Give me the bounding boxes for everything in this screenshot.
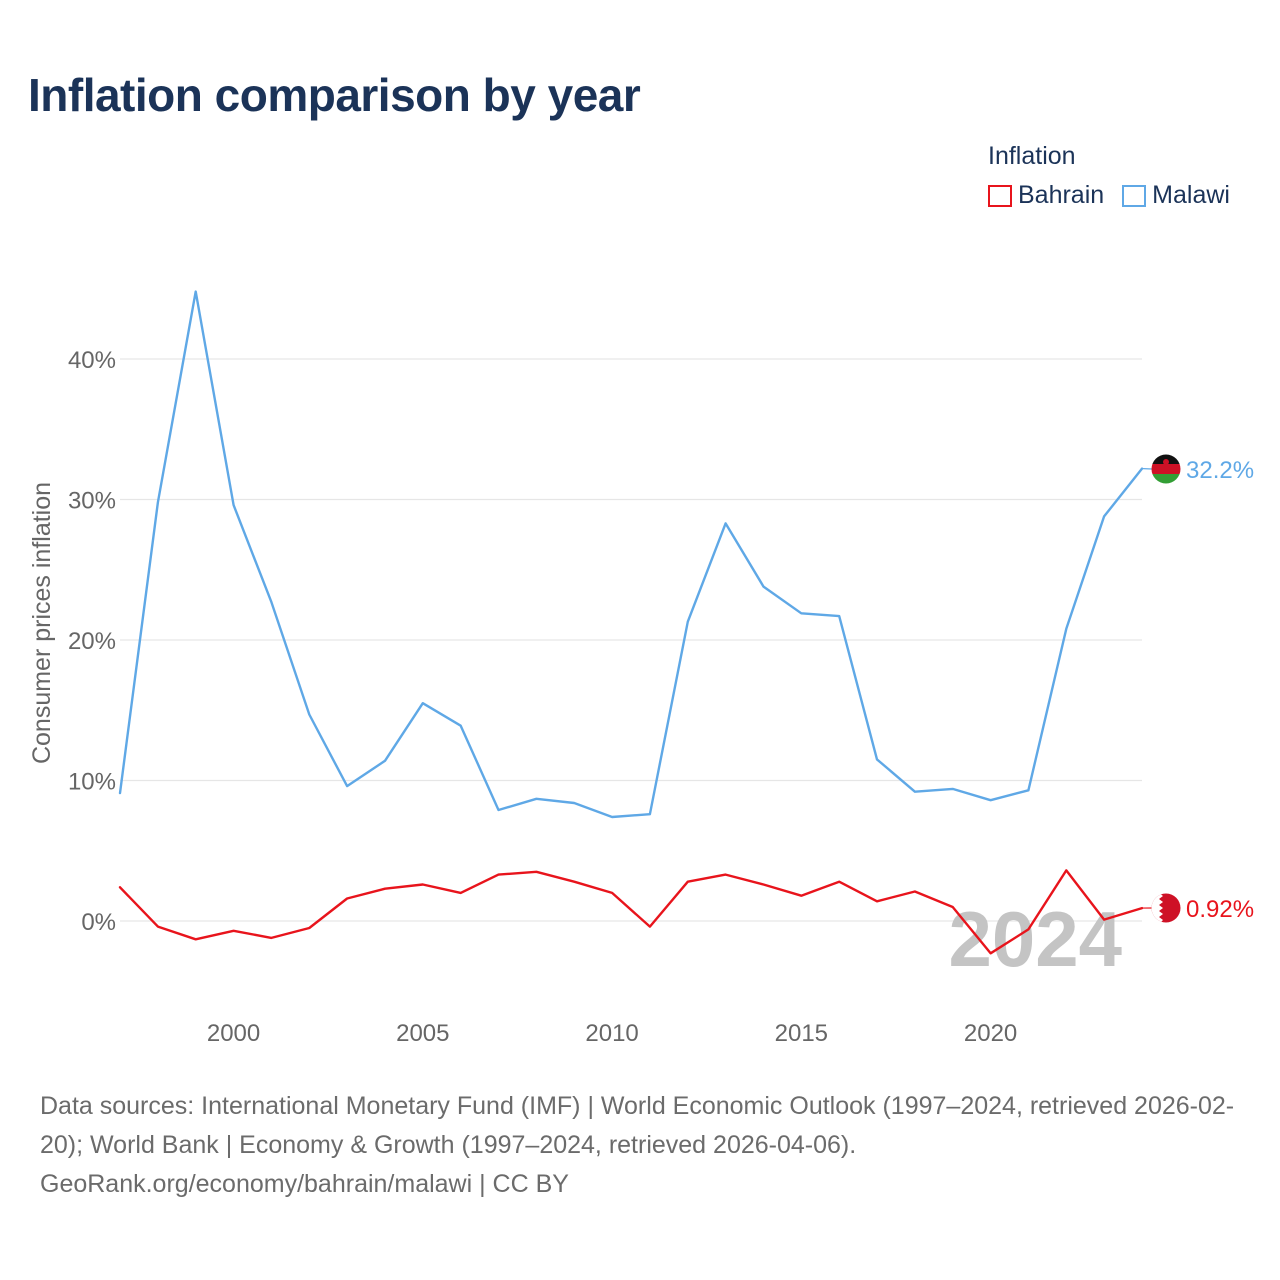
x-tick-label: 2015	[775, 1020, 828, 1047]
data-point-malawi	[760, 584, 766, 590]
data-point-malawi	[1025, 787, 1031, 793]
y-tick-label: 40%	[68, 347, 116, 374]
data-point-bahrain	[458, 890, 464, 896]
data-point-bahrain	[950, 904, 956, 910]
series-line-malawi	[118, 290, 1144, 819]
data-point-bahrain	[723, 872, 729, 878]
data-point-bahrain	[420, 881, 426, 887]
data-point-bahrain	[155, 924, 161, 930]
y-axis-label: Consumer prices inflation	[28, 482, 56, 764]
legend-item-bahrain[interactable]: Bahrain	[988, 181, 1104, 210]
data-point-malawi	[647, 811, 653, 817]
data-point-malawi	[723, 520, 729, 526]
data-point-bahrain	[117, 884, 123, 890]
data-point-bahrain	[306, 925, 312, 931]
x-tick-label: 2020	[964, 1020, 1017, 1047]
data-point-bahrain	[268, 935, 274, 941]
data-point-malawi	[1101, 513, 1107, 519]
y-axis-ticks: 0% 10% 20% 30% 40%	[68, 347, 116, 936]
data-point-bahrain	[571, 879, 577, 885]
data-point-malawi	[344, 783, 350, 789]
data-point-malawi	[571, 800, 577, 806]
data-point-bahrain	[1063, 867, 1069, 873]
data-point-bahrain	[1101, 917, 1107, 923]
y-tick-label: 20%	[68, 628, 116, 655]
data-point-bahrain	[382, 886, 388, 892]
data-point-malawi	[685, 619, 691, 625]
bahrain-flag-icon	[1151, 893, 1181, 923]
data-point-malawi	[609, 814, 615, 820]
data-point-malawi	[458, 723, 464, 729]
data-point-malawi	[155, 499, 161, 505]
x-axis-ticks: 2000 2005 2010 2015 2020	[207, 1020, 1017, 1047]
y-tick-label: 30%	[68, 488, 116, 515]
chart-title: Inflation comparison by year	[28, 69, 641, 121]
data-point-bahrain	[912, 888, 918, 894]
data-point-bahrain	[193, 936, 199, 942]
data-point-malawi	[533, 796, 539, 802]
data-point-malawi	[950, 786, 956, 792]
data-point-malawi	[231, 502, 237, 508]
data-point-malawi	[306, 711, 312, 717]
gridlines	[120, 358, 1142, 922]
line-chart: 0% 10% 20% 30% 40% 2000 2005 2010 2015 2020 Cons…	[28, 289, 1254, 1047]
series-group: 32.2% 0.92%	[117, 289, 1254, 956]
legend-label-malawi: Malawi	[1152, 181, 1230, 209]
legend-swatch-bahrain	[988, 184, 1012, 207]
data-point-bahrain	[798, 893, 804, 899]
data-point-malawi	[382, 758, 388, 764]
y-tick-label: 10%	[68, 769, 116, 796]
data-point-bahrain	[647, 924, 653, 930]
y-tick-label: 0%	[81, 909, 116, 936]
legend-label-bahrain: Bahrain	[1018, 181, 1105, 209]
data-point-bahrain	[344, 896, 350, 902]
malawi-flag-icon	[1151, 454, 1181, 484]
data-point-malawi	[798, 610, 804, 616]
data-point-malawi	[496, 807, 502, 813]
data-point-malawi	[420, 700, 426, 706]
footer: Data sources: International Monetary Fun…	[40, 1087, 1250, 1204]
data-point-bahrain	[533, 869, 539, 875]
data-point-bahrain	[496, 872, 502, 878]
data-point-malawi	[836, 613, 842, 619]
x-tick-label: 2010	[585, 1020, 638, 1047]
legend: Inflation Bahrain Malawi	[988, 142, 1230, 210]
source-credit-link[interactable]: GeoRank.org/economy/bahrain/malawi | CC …	[40, 1170, 569, 1198]
data-point-bahrain	[874, 898, 880, 904]
data-point-malawi	[988, 797, 994, 803]
end-value-label-bahrain: 0.92%	[1186, 896, 1254, 923]
legend-title: Inflation	[988, 142, 1076, 170]
data-point-malawi	[193, 289, 199, 295]
legend-item-malawi[interactable]: Malawi	[1122, 181, 1230, 210]
data-point-malawi	[268, 599, 274, 605]
data-point-bahrain	[836, 879, 842, 885]
x-tick-label: 2005	[396, 1020, 449, 1047]
end-value-label-malawi: 32.2%	[1186, 457, 1254, 484]
data-point-malawi	[912, 789, 918, 795]
data-point-bahrain	[1025, 926, 1031, 932]
data-point-bahrain	[231, 928, 237, 934]
data-point-malawi	[874, 756, 880, 762]
data-point-malawi	[117, 790, 123, 796]
data-point-bahrain	[609, 890, 615, 896]
series-line-bahrain	[118, 869, 1144, 955]
data-point-bahrain	[685, 879, 691, 885]
data-sources: Data sources: International Monetary Fun…	[40, 1092, 1235, 1159]
data-point-malawi	[1063, 626, 1069, 632]
data-point-bahrain	[760, 881, 766, 887]
x-tick-label: 2000	[207, 1020, 260, 1047]
legend-swatch-malawi	[1122, 184, 1147, 207]
data-point-bahrain	[988, 950, 994, 956]
